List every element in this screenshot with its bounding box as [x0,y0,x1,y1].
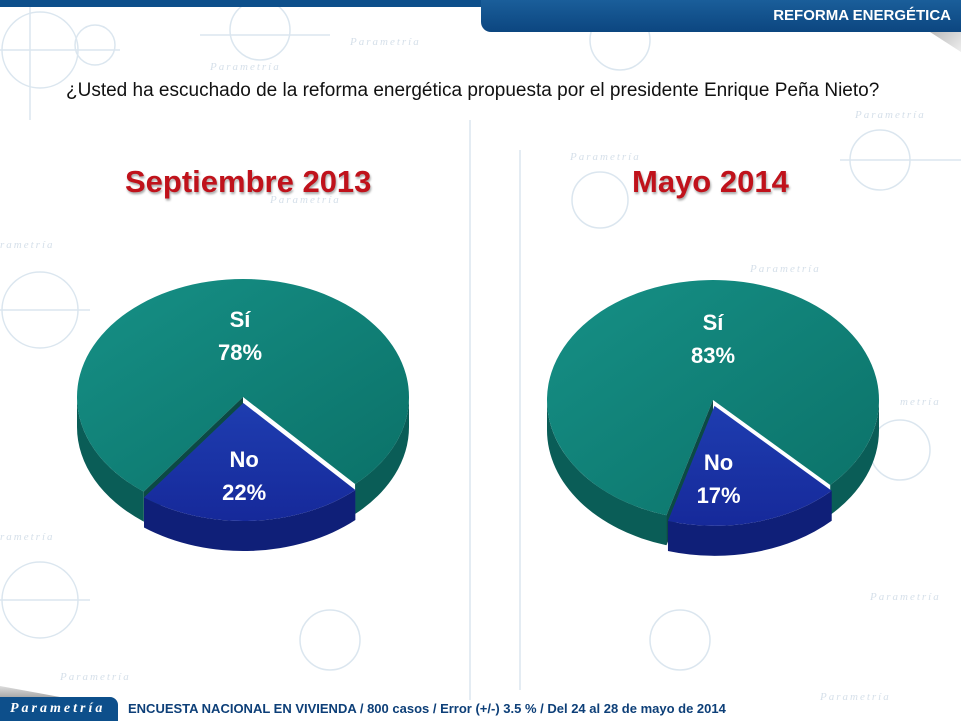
label-no-name-sep-2013: No [229,447,258,472]
pie-chart-sep-2013 [76,279,410,551]
label-no-name-may-2014: No [704,450,733,475]
chart-title-sep-2013: Septiembre 2013 [125,164,372,199]
section-title: REFORMA ENERGÉTICA [481,0,961,32]
label-si-name-may-2014: Sí [703,310,725,335]
svg-text:rametría: rametría [0,531,55,543]
top-bar [0,0,961,7]
slice-no-sep-2013 [144,402,356,521]
svg-text:Parametría: Parametría [269,194,341,206]
slice-si-may-2014 [546,280,879,516]
pie-chart-may-2014 [546,280,879,556]
svg-text:Parametría: Parametría [209,61,281,73]
survey-question: ¿Usted ha escuchado de la reforma energé… [66,80,880,101]
slice-no-side-sep-2013 [144,490,356,551]
label-si-name-sep-2013: Sí [230,307,252,332]
footer-logo-shadow [0,686,60,697]
svg-text:Parametría: Parametría [59,671,131,683]
svg-text:Parametría: Parametría [569,151,641,163]
parametria-logo: Parametría [0,697,118,721]
chart-title-may-2014: Mayo 2014 [632,164,789,199]
label-no-value-sep-2013: 22% [222,480,266,505]
svg-text:Parametría: Parametría [819,691,891,703]
label-si-value-sep-2013: 78% [218,340,262,365]
slice-no-side-may-2014 [667,490,832,556]
survey-methodology-note: ENCUESTA NACIONAL EN VIVIENDA / 800 caso… [128,701,726,716]
svg-text:Parametría: Parametría [349,36,421,48]
svg-text:metría: metría [900,396,941,408]
svg-text:Parametría: Parametría [749,263,821,275]
label-no-value-may-2014: 17% [697,483,741,508]
svg-text:Parametría: Parametría [854,109,926,121]
svg-text:rametría: rametría [0,239,55,251]
slice-no-may-2014 [667,405,832,526]
slice-si-sep-2013 [76,279,410,492]
label-si-value-may-2014: 83% [691,343,735,368]
slice-si-side-may-2014 [547,400,879,546]
svg-text:Parametría: Parametría [869,591,941,603]
